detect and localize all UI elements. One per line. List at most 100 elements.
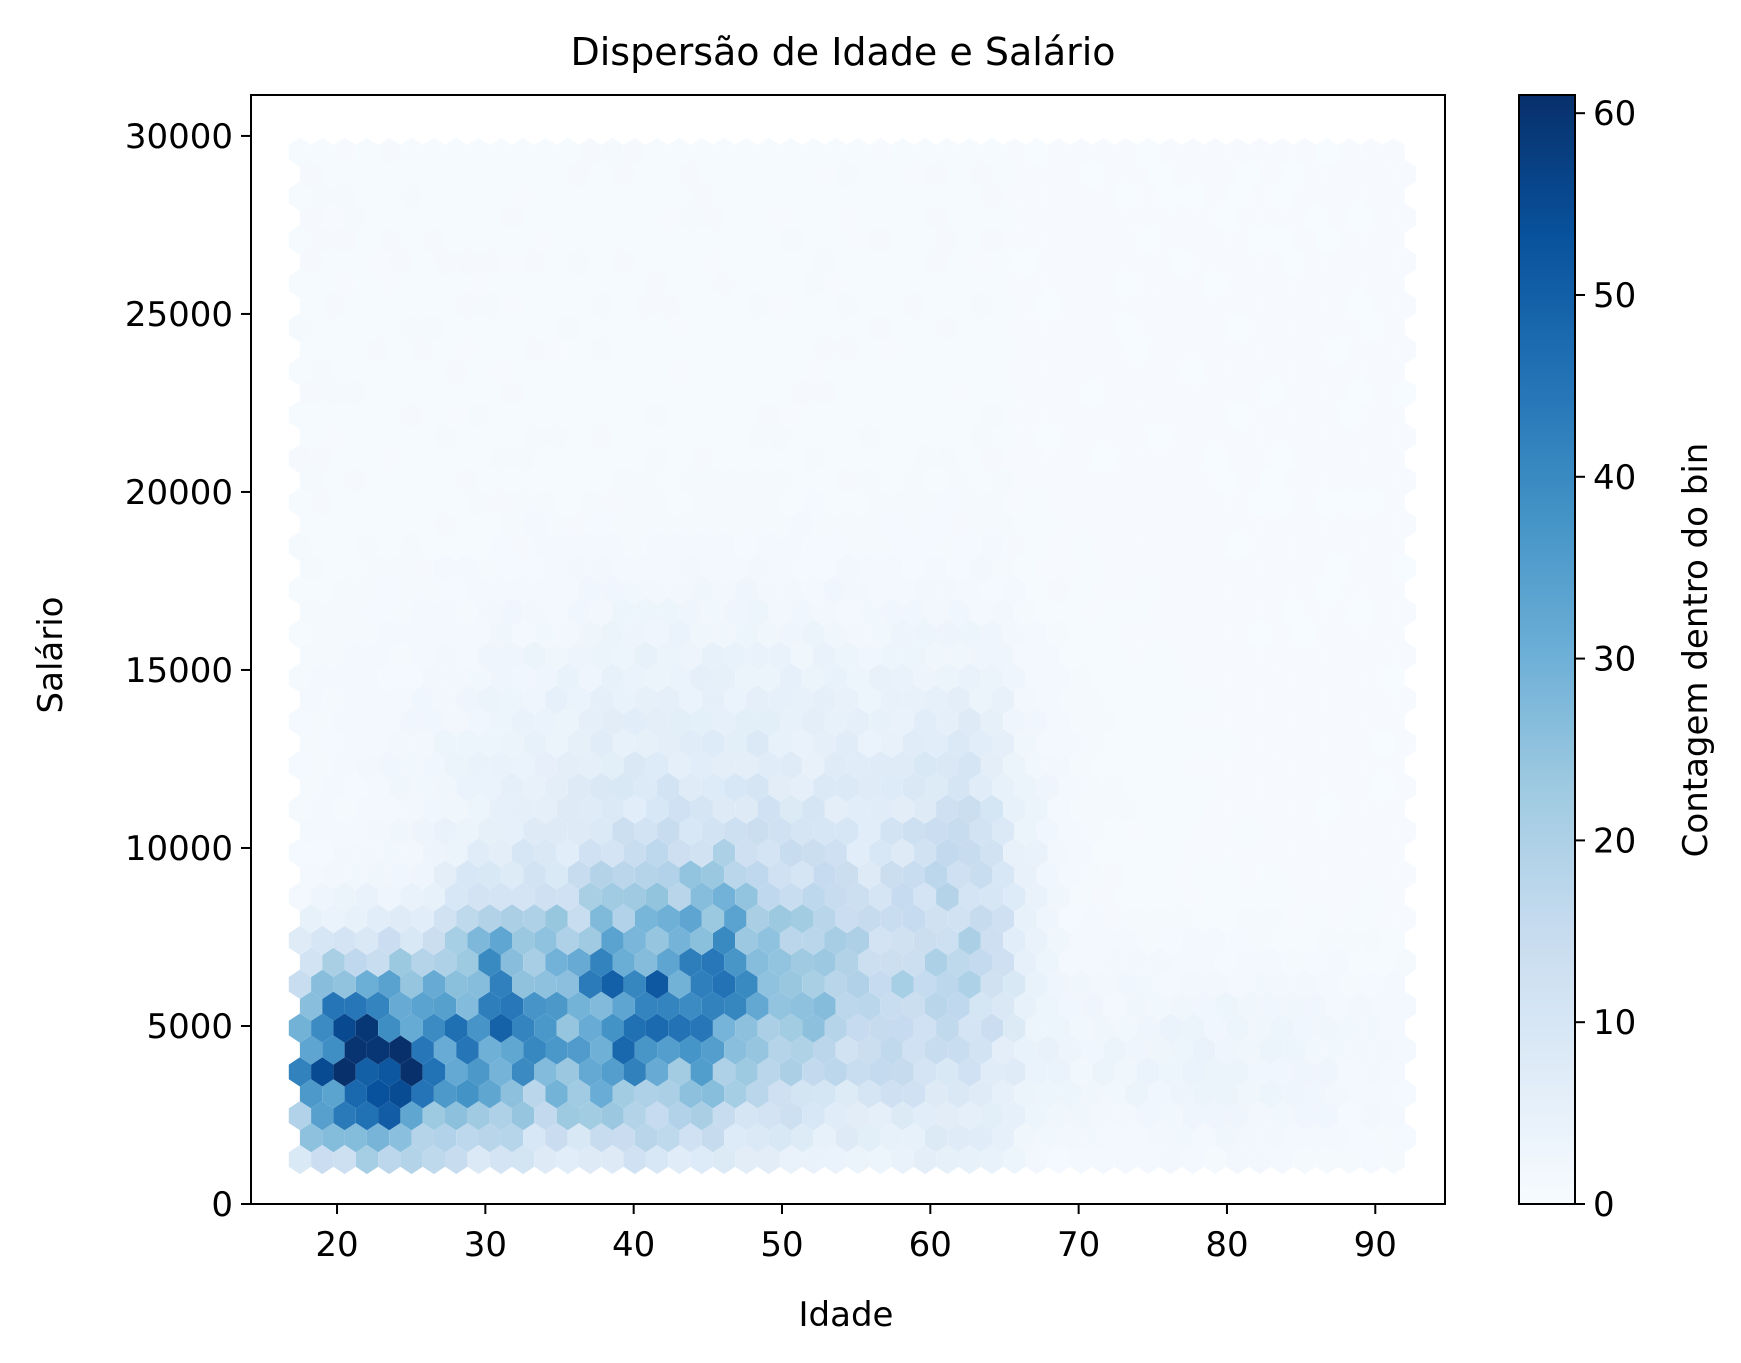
hex-cell [1204,925,1227,956]
colorbar-tick-label: 30 [1593,640,1636,680]
hex-cell [1293,969,1316,999]
hex-cell [623,1144,646,1175]
hex-cell [612,816,635,846]
hex-cell [344,1123,367,1153]
hex-cell [634,422,658,452]
hex-cell [802,794,825,824]
hex-cell [802,531,825,561]
hex-cell [936,356,959,386]
hex-cell [1192,816,1216,846]
hex-cell [1326,422,1350,452]
hex-cell [378,312,401,343]
hex-cell [1181,707,1204,737]
hex-cell [1114,1144,1137,1175]
hex-cell [1237,641,1260,671]
hex-cell [311,312,334,343]
hex-cell [802,312,825,343]
hex-cell [1271,488,1294,518]
hex-cell [1170,203,1193,233]
hex-cell [1215,509,1238,540]
hex-cell [512,838,535,868]
hex-cell [567,816,591,846]
hex-cell [489,794,512,824]
hex-cell [1293,181,1316,211]
hex-cell [813,904,836,934]
hex-cell [936,400,959,430]
hex-cell [478,553,501,583]
hex-cell [1036,597,1059,627]
hex-cell [389,1123,412,1153]
hex-cell [779,400,803,430]
hex-cell [344,203,367,233]
hex-cell [824,663,847,693]
hex-cell [1271,619,1294,649]
hex-cell [980,400,1004,430]
hex-cell [1192,334,1216,364]
hex-cell [545,247,568,277]
hex-cell [1360,400,1383,430]
hex-cell [299,291,323,321]
hex-cell [467,181,490,211]
hex-cell [1315,531,1338,561]
hex-cell [556,531,579,561]
hex-cell [500,685,524,715]
hex-cell [657,991,680,1021]
hex-cell [489,488,512,518]
hex-cell [1070,1057,1093,1087]
hex-cell [925,247,948,277]
hex-cell [869,882,892,912]
hex-cell [791,247,814,277]
hex-cell [523,553,546,583]
hex-cell [389,378,412,408]
hex-cell [445,1101,468,1131]
hex-cell [1271,400,1294,430]
hex-cell [288,794,312,824]
hex-cell [958,838,981,868]
hex-cell [1058,947,1082,977]
hex-cell [355,1144,379,1175]
hex-cell [668,269,691,299]
hex-cell [445,750,468,780]
hex-cell [1382,619,1405,649]
hex-cell [1181,1013,1204,1043]
hex-cell [1092,181,1115,211]
hex-cell [1137,969,1160,999]
hex-cell [746,203,769,233]
hex-cell [445,925,468,956]
hex-cell [824,925,847,956]
hex-cell [1170,1123,1193,1153]
hex-cell [757,1144,780,1175]
hex-cell [657,334,680,364]
hex-cell [1014,947,1037,977]
hex-cell [802,181,825,211]
hex-cell [746,466,769,496]
hex-cell [690,1013,713,1043]
hex-cell [902,1035,925,1065]
hex-cell [422,312,445,343]
hex-cell [969,1035,992,1065]
hex-cell [512,794,535,824]
hex-cell [478,947,501,977]
hex-cell [411,466,434,496]
hex-cell [612,772,635,802]
hex-cell [579,925,602,956]
hex-cell [1036,159,1059,189]
hex-cell [1103,947,1126,977]
hex-cell [445,356,468,386]
hex-cell [768,291,791,321]
hex-cell [378,663,401,693]
hex-cell [1025,969,1048,999]
hex-cell [322,947,345,977]
hex-cell [1337,619,1361,649]
hex-cell [366,378,390,408]
hex-cell [590,203,613,233]
hex-cell [768,509,791,540]
hex-cell [768,1123,791,1153]
hex-cell [813,991,836,1021]
hex-cell [333,838,356,868]
hex-cell [969,597,992,627]
hex-cell [1360,575,1383,605]
hex-cell [311,444,334,474]
hex-cell [1282,991,1305,1021]
hex-cell [411,772,434,802]
